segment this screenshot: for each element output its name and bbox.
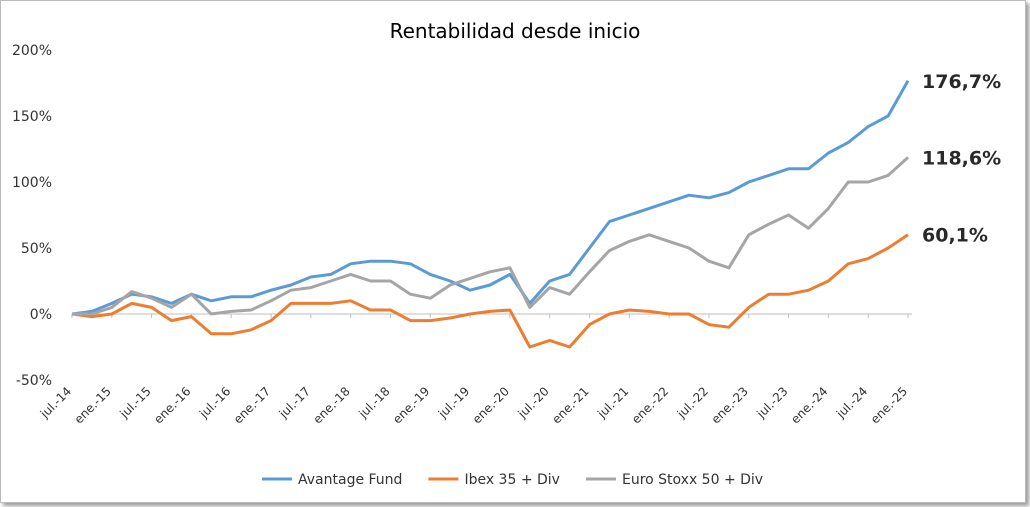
series-line <box>71 233 909 349</box>
x-tick-label: ene.-25 <box>868 384 910 426</box>
end-label: 118,6% <box>922 147 1001 169</box>
x-tick-label: jul.-24 <box>833 384 870 421</box>
end-label: 176,7% <box>922 71 1001 93</box>
x-tick-label: jul.-21 <box>594 384 631 421</box>
x-tick-label: jul.-16 <box>196 384 233 421</box>
x-tick-label: ene.-15 <box>72 384 114 426</box>
x-tick-label: jul.-19 <box>435 384 472 421</box>
x-tick-label: ene.-24 <box>788 384 830 426</box>
series-line <box>72 156 910 316</box>
y-tick-label: 0% <box>30 307 52 323</box>
x-tick-label: jul.-20 <box>515 384 552 421</box>
x-tick-label: ene.-17 <box>231 384 273 426</box>
legend-label: Avantage Fund <box>298 472 402 488</box>
x-tick-label: ene.-16 <box>151 384 193 426</box>
y-tick-label: 50% <box>21 241 52 257</box>
chart-title: Rentabilidad desde inicio <box>390 19 641 43</box>
y-tick-label: 100% <box>12 175 52 191</box>
legend-label: Ibex 35 + Div <box>464 472 560 488</box>
x-tick-label: jul.-15 <box>116 384 153 421</box>
x-tick-label: ene.-20 <box>470 384 512 426</box>
legend-label: Euro Stoxx 50 + Div <box>622 472 763 488</box>
x-tick-label: ene.-18 <box>311 384 353 426</box>
y-tick-label: 200% <box>12 43 52 59</box>
x-tick-label: ene.-19 <box>390 384 432 426</box>
x-tick-label: ene.-22 <box>629 384 671 426</box>
x-tick-label: jul.-18 <box>355 384 392 421</box>
y-tick-label: 150% <box>12 109 52 125</box>
x-tick-label: jul.-17 <box>276 384 313 421</box>
series-line <box>71 80 910 316</box>
x-tick-label: ene.-21 <box>549 384 591 426</box>
x-tick-label: jul.-14 <box>37 384 74 421</box>
end-label: 60,1% <box>922 225 988 247</box>
x-tick-label: jul.-22 <box>674 384 711 421</box>
x-tick-label: ene.-23 <box>709 384 751 426</box>
x-tick-label: jul.-23 <box>753 384 790 421</box>
y-tick-label: -50% <box>16 373 52 389</box>
